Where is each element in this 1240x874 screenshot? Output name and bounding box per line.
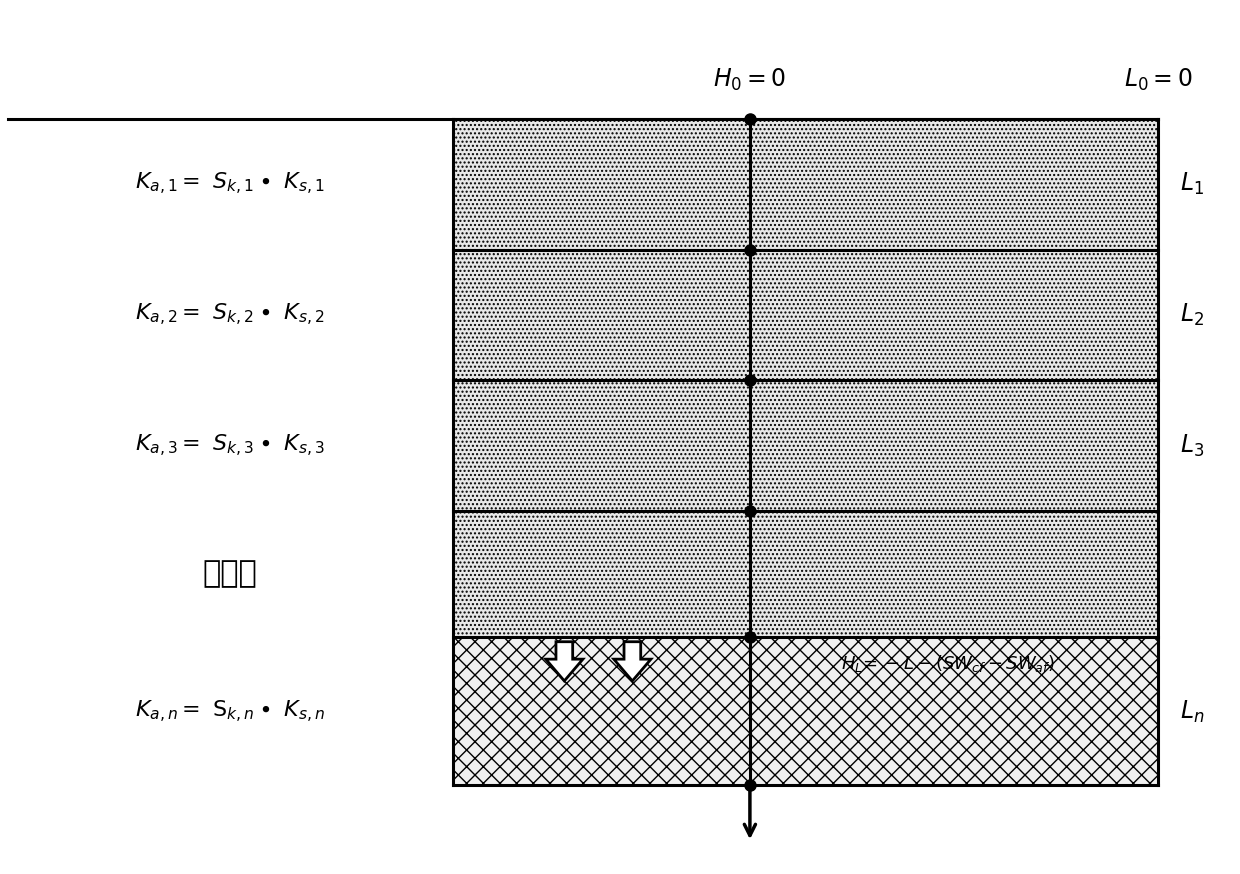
Bar [453,711,1158,786]
Polygon shape [546,642,583,681]
Polygon shape [614,642,651,681]
Text: $H_L\!=-L-(SW_{cf}-SW_{af})$: $H_L\!=-L-(SW_{cf}-SW_{af})$ [841,653,1055,674]
Text: $L_3$: $L_3$ [1180,433,1205,459]
Bar [453,250,1158,380]
Text: $K_{a,n}=\ \mathrm{S}_{k,n}\bullet\ K_{s,n}$: $K_{a,n}=\ \mathrm{S}_{k,n}\bullet\ K_{s… [135,698,325,725]
Text: $K_{a,3}=\ S_{k,3}\bullet\ K_{s,3}$: $K_{a,3}=\ S_{k,3}\bullet\ K_{s,3}$ [135,433,325,459]
Text: $L_2$: $L_2$ [1180,302,1204,328]
Bar [453,380,1158,511]
Text: $L_0=0$: $L_0=0$ [1123,66,1193,93]
Text: $L_1$: $L_1$ [1180,171,1204,198]
Bar [453,637,1158,711]
Text: $K_{a,1}=\ S_{k,1}\bullet\ K_{s,1}$: $K_{a,1}=\ S_{k,1}\bullet\ K_{s,1}$ [135,171,325,198]
Bar [453,119,1158,250]
Text: $L_n$: $L_n$ [1180,698,1205,725]
Text: 湿润锋: 湿润锋 [203,559,258,588]
Text: $H_0=0$: $H_0=0$ [713,66,786,93]
Bar [453,511,1158,637]
Text: $K_{a,2}=\ S_{k,2}\bullet\ K_{s,2}$: $K_{a,2}=\ S_{k,2}\bullet\ K_{s,2}$ [135,302,325,328]
